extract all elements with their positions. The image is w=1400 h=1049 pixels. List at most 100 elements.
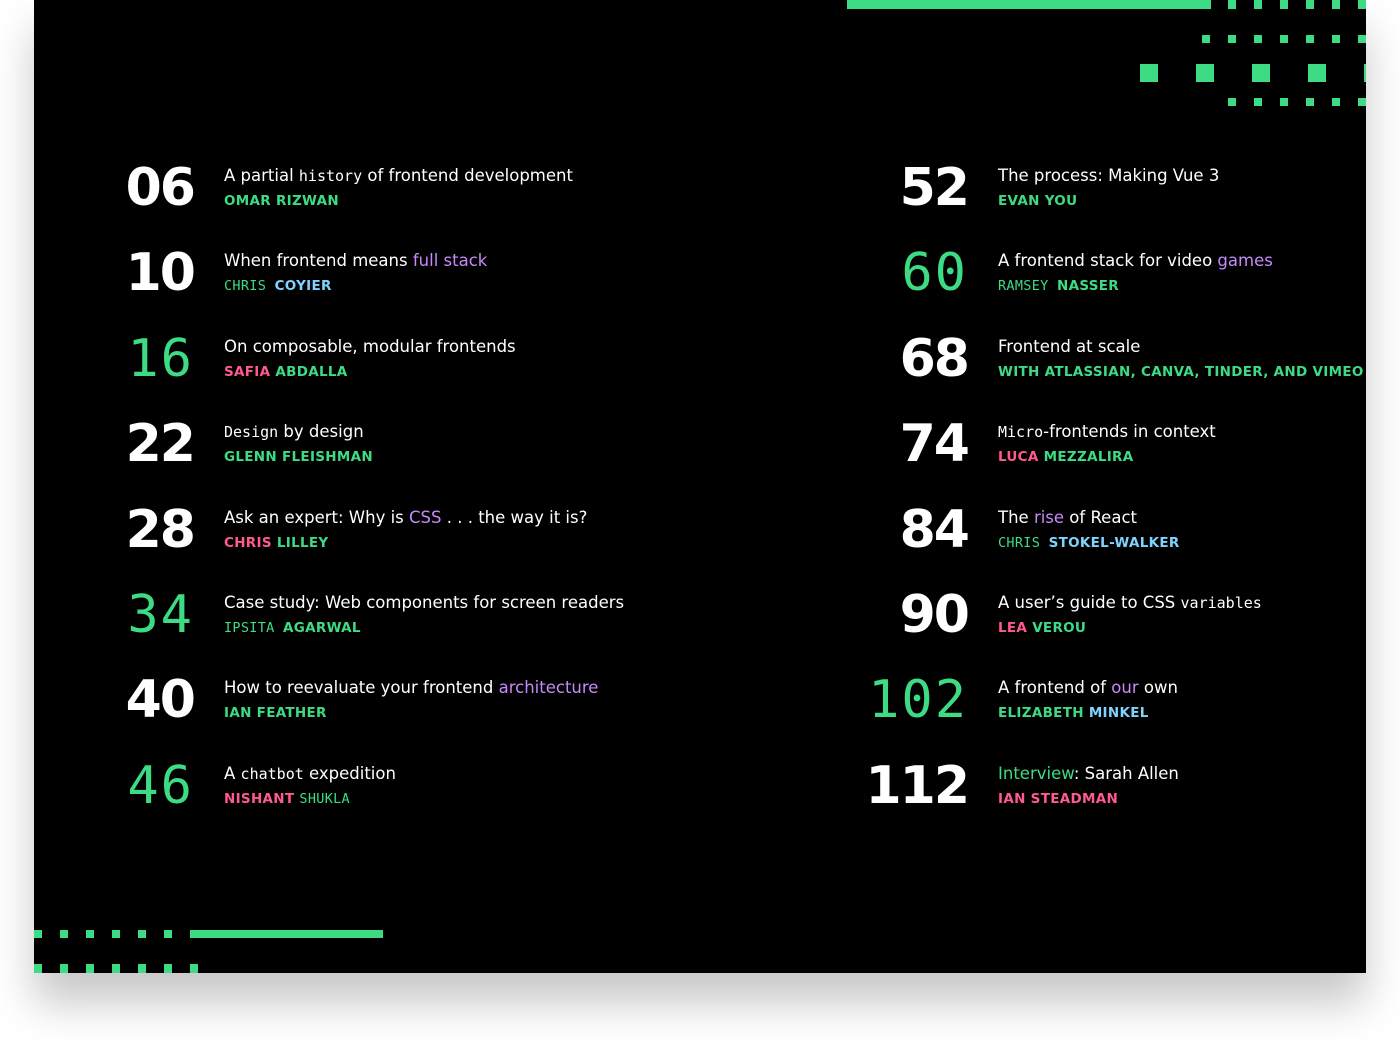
toc-entry[interactable]: 74 Micro-frontends in context LUCA MEZZALI…: [808, 414, 1366, 484]
article-author: LEA VEROU: [998, 619, 1086, 637]
toc-entry[interactable]: 34 Case study: Web components for screen …: [34, 585, 734, 655]
title-segment: Case study: Web components for screen re…: [224, 593, 625, 612]
page-number: 52: [899, 158, 970, 218]
article-title: Micro-frontends in context: [998, 420, 1216, 444]
article-author: OMAR RIZWAN: [224, 192, 339, 210]
toc-entry[interactable]: 22 Design by design GLENN FLEISHMAN: [34, 414, 734, 484]
title-segment: CSS: [409, 508, 442, 527]
article-author: GLENN FLEISHMAN: [224, 448, 373, 466]
author-segment: RAMSEY: [998, 278, 1057, 294]
article-author: EVAN YOU: [998, 192, 1077, 210]
article-title: A chatbot expedition: [224, 762, 396, 786]
article-title: On composable, modular frontends: [224, 335, 516, 359]
page-number: 06: [125, 158, 196, 218]
title-segment: of frontend development: [362, 166, 573, 185]
article-title: A frontend stack for video games: [998, 249, 1273, 273]
toc-entry[interactable]: 10 When frontend means full stack CHRIS CO…: [34, 243, 734, 313]
toc-page: 06 A partial history of frontend developm…: [34, 0, 1366, 973]
article-title: Frontend at scale: [998, 335, 1140, 359]
article-author: NISHANT SHUKLA: [224, 790, 350, 808]
title-segment: A frontend stack for video: [998, 251, 1218, 270]
page-number: 28: [125, 500, 196, 560]
article-author: LUCA MEZZALIRA: [998, 448, 1134, 466]
article-author: IPSITA AGARWAL: [224, 619, 361, 637]
page-number: 102: [868, 670, 968, 730]
author-segment: NASSER: [1057, 278, 1120, 294]
author-segment: CHRIS: [224, 278, 275, 294]
article-author: RAMSEY NASSER: [998, 277, 1119, 295]
title-segment: : Sarah Allen: [1073, 764, 1179, 783]
title-segment: by design: [278, 422, 364, 441]
title-segment: Frontend at scale: [998, 337, 1141, 356]
author-segment: NISHANT: [224, 791, 300, 807]
article-title: Interview: Sarah Allen: [998, 762, 1179, 786]
title-segment: Design: [224, 423, 279, 441]
title-segment: A: [224, 764, 241, 783]
title-segment: When frontend means: [224, 251, 413, 270]
author-segment: MINKEL: [1088, 705, 1149, 721]
article-title: When frontend means full stack: [224, 249, 487, 273]
page-number: 68: [899, 329, 970, 389]
title-segment: expedition: [303, 764, 396, 783]
page-number: 74: [899, 414, 970, 474]
article-author: SAFIA ABDALLA: [224, 363, 348, 381]
author-segment: GLENN FLEISHMAN: [224, 449, 373, 465]
page-number: 22: [125, 414, 196, 474]
author-segment: CHRIS: [224, 535, 277, 551]
page-number: 90: [899, 585, 970, 645]
article-title: Design by design: [224, 420, 364, 444]
author-segment: VEROU: [1032, 620, 1087, 636]
toc-entry[interactable]: 60 A frontend stack for video games RAMSEY…: [808, 243, 1366, 313]
toc-entry[interactable]: 90 A user’s guide to CSS variables LEA VER…: [808, 585, 1366, 655]
title-segment: . . . the way it is?: [441, 508, 588, 527]
page-number: 34: [127, 585, 194, 645]
author-segment: STOKEL-WALKER: [1048, 535, 1180, 551]
article-title: A user’s guide to CSS variables: [998, 591, 1262, 615]
page-number: 84: [899, 500, 970, 560]
article-title: A frontend of our own: [998, 676, 1178, 700]
toc-entry[interactable]: 112 Interview: Sarah Allen IAN STEADMAN: [808, 756, 1366, 826]
article-author: WITH ATLASSIAN, CANVA, TINDER, AND VIMEO: [998, 363, 1364, 381]
author-segment: SHUKLA: [299, 791, 350, 807]
article-title: The rise of React: [998, 506, 1137, 530]
article-author: CHRIS LILLEY: [224, 534, 329, 552]
title-segment: A user’s guide to CSS: [998, 593, 1181, 612]
toc-entry[interactable]: 06 A partial history of frontend developm…: [34, 158, 734, 228]
article-title: How to reevaluate your frontend architec…: [224, 676, 598, 700]
title-segment: Interview: [998, 764, 1074, 783]
title-segment: The: [998, 508, 1034, 527]
title-segment: On composable, modular frontends: [224, 337, 516, 356]
title-segment: A frontend of: [998, 678, 1112, 697]
author-segment: CHRIS: [998, 535, 1049, 551]
title-segment: Micro: [998, 423, 1044, 441]
title-segment: of React: [1064, 508, 1137, 527]
page-number: 10: [125, 243, 196, 303]
toc-entry[interactable]: 84 The rise of React CHRIS STOKEL-WALKER: [808, 500, 1366, 570]
toc-entry[interactable]: 28 Ask an expert: Why is CSS . . . the wa…: [34, 500, 734, 570]
toc-entry[interactable]: 52 The process: Making Vue 3 EVAN YOU: [808, 158, 1366, 228]
article-author: IAN STEADMAN: [998, 790, 1118, 808]
page-number: 60: [901, 243, 968, 303]
title-segment: How to reevaluate your frontend: [224, 678, 499, 697]
title-segment: architecture: [498, 678, 599, 697]
toc-entry[interactable]: 68 Frontend at scale WITH ATLASSIAN, CANVA…: [808, 329, 1366, 399]
toc-entry[interactable]: 40 How to reevaluate your frontend archit…: [34, 670, 734, 740]
title-segment: Ask an expert: Why is: [224, 508, 410, 527]
title-segment: The process: Making Vue 3: [998, 166, 1220, 185]
article-author: CHRIS STOKEL-WALKER: [998, 534, 1180, 552]
title-segment: our: [1111, 678, 1139, 697]
author-segment: IPSITA: [224, 620, 283, 636]
title-segment: own: [1138, 678, 1178, 697]
author-segment: SAFIA: [224, 364, 276, 380]
toc-entry[interactable]: 46 A chatbot expedition NISHANT SHUKLA: [34, 756, 734, 826]
author-segment: ABDALLA: [275, 364, 348, 380]
article-title: A partial history of frontend developmen…: [224, 164, 573, 188]
article-title: Ask an expert: Why is CSS . . . the way …: [224, 506, 587, 530]
article-title: The process: Making Vue 3: [998, 164, 1219, 188]
toc-entry[interactable]: 102 A frontend of our own ELIZABETH MINKEL: [808, 670, 1366, 740]
author-segment: MEZZALIRA: [1043, 449, 1134, 465]
title-segment: chatbot: [240, 765, 304, 783]
toc-entry[interactable]: 16 On composable, modular frontends SAFIA …: [34, 329, 734, 399]
author-segment: COYIER: [274, 278, 332, 294]
title-segment: A partial: [224, 166, 299, 185]
